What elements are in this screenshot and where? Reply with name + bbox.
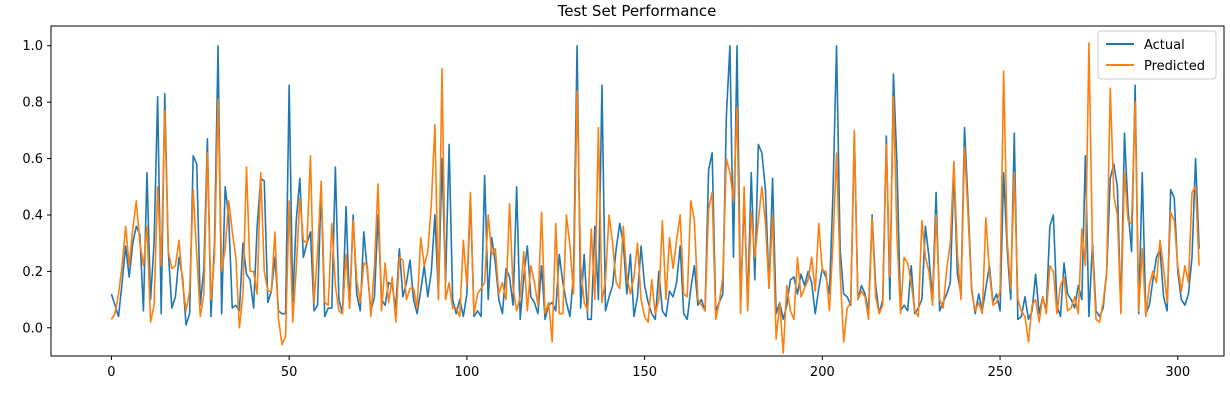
x-tick-label: 50 [281,365,298,380]
x-tick-label: 300 [1165,365,1190,380]
chart-title: Test Set Performance [557,2,717,20]
x-tick-label: 100 [454,365,479,380]
y-tick-label: 0.8 [22,96,43,111]
plot-frame [50,25,1225,357]
y-tick-label: 1.0 [22,39,43,54]
y-tick-label: 0.4 [22,208,43,223]
x-tick-label: 250 [988,365,1013,380]
x-tick-label: 0 [107,365,115,380]
legend: Actual Predicted [1097,30,1217,80]
y-tick-label: 0.0 [22,321,43,336]
x-tick-label: 150 [632,365,657,380]
legend-label-actual: Actual [1144,38,1185,53]
y-tick-label: 0.6 [22,152,43,167]
x-axis: 0 50 100 150 200 250 300 [107,356,1190,380]
x-tick-label: 200 [810,365,835,380]
y-tick-label: 0.2 [22,265,43,280]
series-line-predicted [110,42,1200,354]
plot-area [110,42,1200,354]
legend-label-predicted: Predicted [1144,59,1205,74]
series-line-actual [110,44,1200,326]
y-axis: 0.0 0.2 0.4 0.6 0.8 1.0 [22,39,51,336]
